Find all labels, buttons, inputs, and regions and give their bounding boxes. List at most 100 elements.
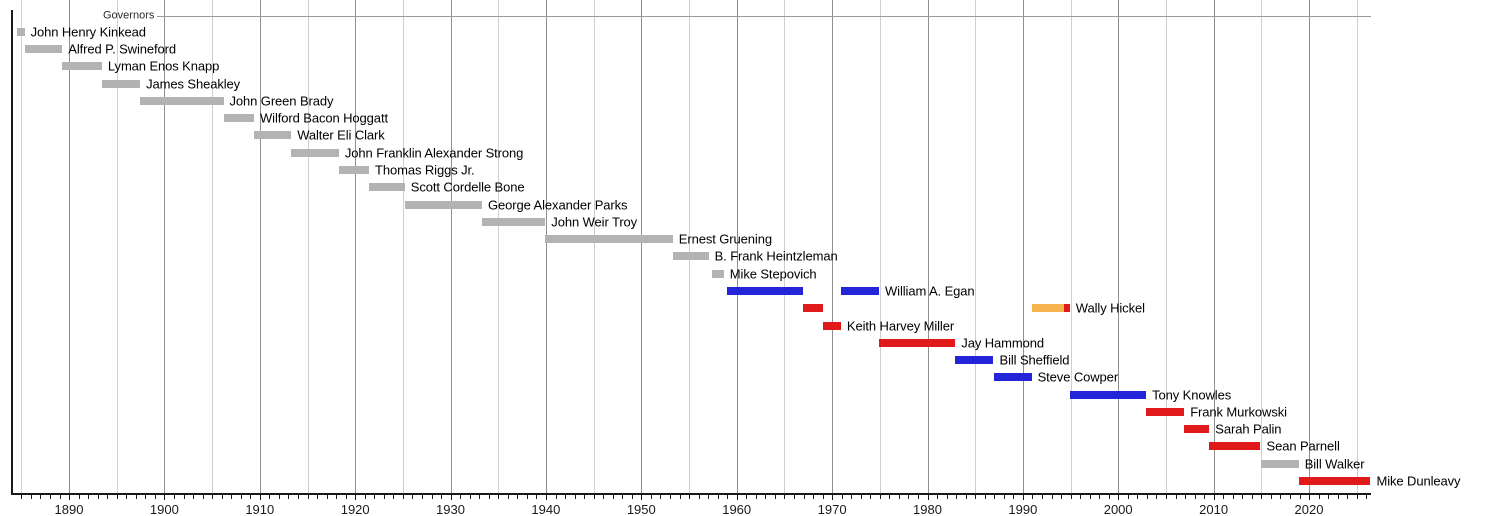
axis-tick-1913 <box>288 495 290 499</box>
axis-tick-1926 <box>412 495 414 499</box>
term-bar <box>879 338 956 347</box>
axis-tick-1940 <box>545 495 547 500</box>
term-bar <box>16 27 25 36</box>
governor-name-label: Steve Cowper <box>1037 369 1119 385</box>
axis-tick-1963 <box>765 495 767 499</box>
axis-tick-1939 <box>536 495 538 499</box>
axis-tick-1917 <box>326 495 328 499</box>
axis-tick-1934 <box>488 495 490 499</box>
axis-tick-1948 <box>622 495 624 499</box>
gridline-1940 <box>545 0 547 493</box>
axis-tick-1903 <box>193 495 194 499</box>
term-bar <box>1209 442 1261 451</box>
axis-tick-1947 <box>612 495 614 499</box>
axis-tick-1972 <box>851 495 853 499</box>
axis-tick-1953 <box>669 495 671 499</box>
gridline-1885 <box>21 0 23 493</box>
term-bar <box>840 286 880 295</box>
governor-name-label: Bill Sheffield <box>999 352 1070 368</box>
axis-tick-2002 <box>1137 495 1139 499</box>
axis-tick-label: 1980 <box>913 502 942 516</box>
axis-tick-label: 1920 <box>340 502 370 516</box>
axis-tick-1964 <box>774 495 776 499</box>
axis-tick-2008 <box>1194 495 1196 499</box>
axis-tick-1959 <box>727 495 729 499</box>
axis-tick-label: 1910 <box>245 502 275 516</box>
governor-name-label: Wilford Bacon Hoggatt <box>260 110 388 126</box>
axis-tick-label: 1940 <box>531 502 561 516</box>
axis-tick-1992 <box>1041 495 1043 499</box>
axis-tick-1952 <box>660 495 662 499</box>
governor-name-label: John Weir Troy <box>551 214 638 230</box>
gridline-1935 <box>498 0 500 493</box>
axis-tick-1983 <box>956 495 958 499</box>
axis-tick-1936 <box>507 495 509 499</box>
axis-tick-1962 <box>755 495 757 499</box>
axis-tick-1989 <box>1013 495 1015 499</box>
gridline-1910 <box>259 0 261 493</box>
axis-tick-1935 <box>498 495 500 499</box>
gridline-2010 <box>1213 0 1215 493</box>
gridline-1895 <box>116 0 118 493</box>
axis-tick-1945 <box>593 495 595 499</box>
axis-tick-1949 <box>631 495 633 499</box>
governor-name-label: Scott Cordelle Bone <box>410 179 525 195</box>
axis-tick-1907 <box>231 495 233 499</box>
axis-tick-1937 <box>517 495 519 499</box>
axis-tick-1906 <box>221 495 223 499</box>
term-bar <box>1146 407 1185 416</box>
gridline-1900 <box>164 0 166 493</box>
axis-tick-2005 <box>1165 495 1167 499</box>
axis-tick-1921 <box>364 495 366 499</box>
term-bar <box>672 252 709 261</box>
axis-tick-label: 2020 <box>1294 502 1324 516</box>
term-bar <box>711 269 724 278</box>
term-bar <box>223 114 254 123</box>
axis-tick-1978 <box>908 495 910 499</box>
term-bar <box>1184 425 1210 434</box>
term-bar <box>993 373 1032 382</box>
axis-tick-1916 <box>317 495 318 499</box>
axis-tick-1998 <box>1099 495 1101 499</box>
axis-tick-1911 <box>269 495 271 499</box>
axis-tick-1893 <box>97 495 99 499</box>
axis-tick-1970 <box>832 495 834 500</box>
axis-tick-1898 <box>145 495 147 499</box>
axis-tick-1974 <box>870 495 872 499</box>
axis-tick-1931 <box>460 495 462 499</box>
gridline-1970 <box>832 0 834 493</box>
axis-tick-1928 <box>431 495 433 499</box>
gridline-1905 <box>212 0 214 493</box>
term-bar <box>62 62 102 71</box>
axis-tick-label: 1930 <box>436 502 465 516</box>
axis-tick-1912 <box>278 495 280 499</box>
axis-tick-2012 <box>1232 495 1234 499</box>
governor-name-label: Ernest Gruening <box>678 231 772 247</box>
governor-name-label: Lyman Enos Knapp <box>107 58 220 74</box>
governor-name-label: Mike Dunleavy <box>1376 473 1461 489</box>
gridline-1965 <box>784 0 786 493</box>
axis-tick-1900 <box>164 495 166 500</box>
axis-tick-1969 <box>822 495 824 499</box>
axis-tick-1918 <box>336 495 338 499</box>
term-bar <box>1069 390 1147 399</box>
axis-tick-2021 <box>1318 495 1320 499</box>
axis-tick-2009 <box>1204 495 1206 499</box>
axis-tick-1955 <box>689 495 690 499</box>
governor-name-label: John Green Brady <box>229 93 334 109</box>
axis-tick-2003 <box>1146 495 1148 499</box>
axis-tick-1987 <box>994 495 996 499</box>
axis-tick-1895 <box>116 495 118 499</box>
axis-tick-label: 1890 <box>54 502 84 516</box>
governor-name-label: Thomas Riggs Jr. <box>375 162 475 178</box>
axis-tick-2024 <box>1347 495 1349 499</box>
governor-name-label: John Henry Kinkead <box>30 24 146 40</box>
axis-tick-1956 <box>698 495 700 499</box>
term-bar <box>404 200 483 209</box>
axis-tick-1889 <box>59 495 61 499</box>
axis-tick-1961 <box>746 495 748 499</box>
axis-tick-1995 <box>1070 495 1072 499</box>
axis-tick-1997 <box>1089 495 1091 499</box>
term-bar <box>1063 304 1070 313</box>
